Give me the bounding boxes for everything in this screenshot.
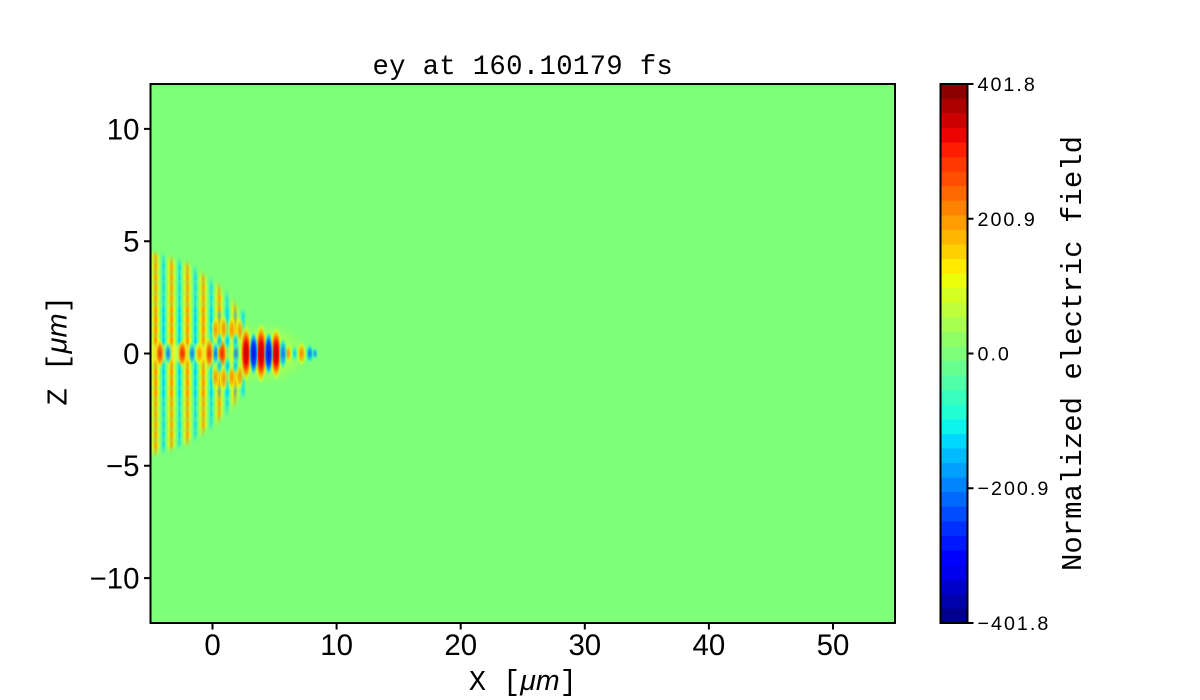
svg-text:ey at 160.10179 fs: ey at 160.10179 fs bbox=[372, 52, 673, 83]
svg-text:−5: −5 bbox=[106, 450, 140, 483]
svg-text:0.0: 0.0 bbox=[978, 344, 1011, 366]
svg-text:0: 0 bbox=[204, 629, 220, 662]
svg-text:0: 0 bbox=[123, 338, 139, 371]
svg-text:20: 20 bbox=[444, 629, 477, 662]
svg-text:Normalized electric field: Normalized electric field bbox=[1057, 136, 1090, 571]
svg-text:−200.9: −200.9 bbox=[978, 478, 1051, 500]
svg-text:Z [μm]: Z [μm] bbox=[42, 296, 76, 406]
svg-text:200.9: 200.9 bbox=[978, 209, 1037, 231]
svg-text:X [μm]: X [μm] bbox=[469, 665, 577, 699]
svg-text:30: 30 bbox=[568, 629, 601, 662]
svg-text:−401.8: −401.8 bbox=[978, 613, 1051, 635]
svg-text:50: 50 bbox=[817, 629, 850, 662]
svg-text:5: 5 bbox=[123, 226, 139, 259]
svg-text:401.8: 401.8 bbox=[978, 74, 1037, 96]
svg-text:−10: −10 bbox=[90, 563, 140, 596]
svg-text:10: 10 bbox=[107, 113, 140, 146]
svg-text:10: 10 bbox=[320, 629, 353, 662]
svg-text:40: 40 bbox=[693, 629, 726, 662]
